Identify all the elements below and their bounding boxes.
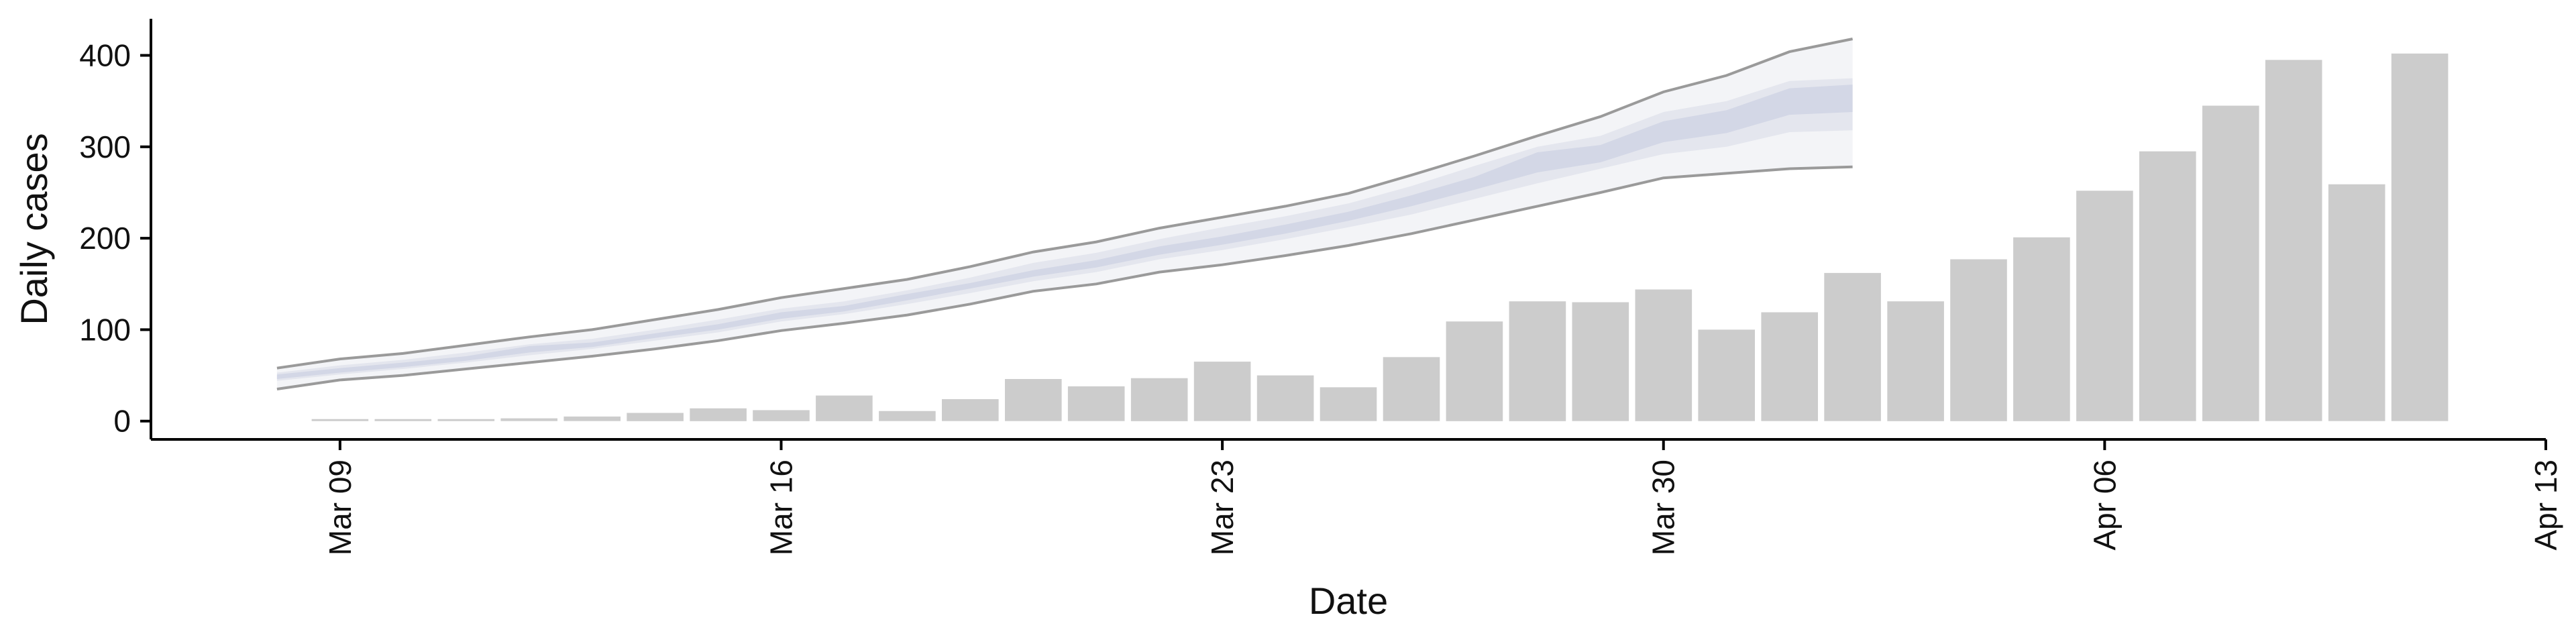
bar-2020-03-16 bbox=[753, 410, 810, 421]
axes bbox=[150, 19, 2546, 441]
bar-2020-04-09 bbox=[2265, 60, 2322, 421]
case-bars bbox=[311, 53, 2449, 421]
bar-2020-04-08 bbox=[2202, 105, 2259, 421]
bar-2020-03-14 bbox=[627, 413, 684, 421]
bar-2020-03-20 bbox=[1005, 379, 1062, 421]
bar-2020-03-21 bbox=[1067, 386, 1125, 421]
bar-2020-04-11 bbox=[2391, 53, 2449, 421]
x-tick-label: Mar 09 bbox=[323, 460, 358, 555]
forecast-upper-line bbox=[276, 38, 1853, 370]
forecast-band-outer bbox=[276, 39, 1853, 389]
bar-2020-04-04 bbox=[1950, 259, 2007, 421]
bar-2020-04-01 bbox=[1761, 312, 1818, 421]
bar-2020-03-18 bbox=[879, 411, 936, 421]
x-tick-label: Mar 16 bbox=[763, 460, 798, 555]
forecast-bands bbox=[276, 38, 1853, 390]
bar-2020-03-31 bbox=[1698, 329, 1755, 421]
bar-2020-03-15 bbox=[690, 408, 747, 421]
bar-2020-04-10 bbox=[2328, 184, 2385, 421]
x-tick-label: Apr 13 bbox=[2528, 460, 2563, 551]
y-tick-label: 300 bbox=[79, 129, 131, 164]
bar-2020-03-09 bbox=[311, 419, 369, 421]
x-axis-label: Date bbox=[1309, 580, 1388, 622]
x-axis-ticks: Mar 09 Mar 16 Mar 23 Mar 30 Apr 06 Apr 13 bbox=[323, 439, 2563, 555]
y-tick-label: 0 bbox=[113, 404, 131, 439]
y-tick-label: 100 bbox=[79, 312, 131, 347]
bar-2020-04-06 bbox=[2076, 191, 2133, 421]
bar-2020-03-13 bbox=[564, 416, 621, 421]
y-tick-label: 200 bbox=[79, 221, 131, 256]
x-tick-label: Mar 30 bbox=[1646, 460, 1681, 555]
y-axis-ticks: 0 100 200 300 400 bbox=[79, 38, 151, 439]
bar-2020-03-22 bbox=[1130, 378, 1188, 421]
bar-2020-03-29 bbox=[1572, 302, 1629, 421]
bar-2020-03-25 bbox=[1320, 387, 1377, 421]
bar-2020-03-17 bbox=[816, 395, 873, 421]
bar-2020-03-23 bbox=[1193, 362, 1251, 421]
bar-2020-03-28 bbox=[1509, 301, 1566, 421]
bar-2020-04-03 bbox=[1887, 301, 1944, 421]
bar-2020-03-10 bbox=[374, 419, 432, 421]
bar-2020-03-12 bbox=[500, 418, 557, 421]
bar-2020-03-24 bbox=[1256, 375, 1314, 421]
forecast-band-middle bbox=[276, 78, 1853, 381]
bar-2020-04-02 bbox=[1824, 272, 1881, 421]
bar-2020-03-19 bbox=[942, 399, 999, 421]
x-tick-label: Apr 06 bbox=[2087, 460, 2122, 551]
bar-2020-03-30 bbox=[1635, 289, 1693, 421]
x-tick-label: Mar 23 bbox=[1205, 460, 1240, 555]
bar-2020-03-26 bbox=[1383, 357, 1440, 421]
bar-2020-04-05 bbox=[2013, 237, 2070, 421]
y-axis-label: Daily cases bbox=[13, 133, 55, 325]
bar-2020-04-07 bbox=[2139, 151, 2196, 421]
bar-2020-03-11 bbox=[437, 419, 495, 421]
bar-2020-03-27 bbox=[1446, 321, 1503, 421]
y-tick-label: 400 bbox=[79, 38, 131, 73]
forecast-lower-line bbox=[276, 165, 1853, 390]
